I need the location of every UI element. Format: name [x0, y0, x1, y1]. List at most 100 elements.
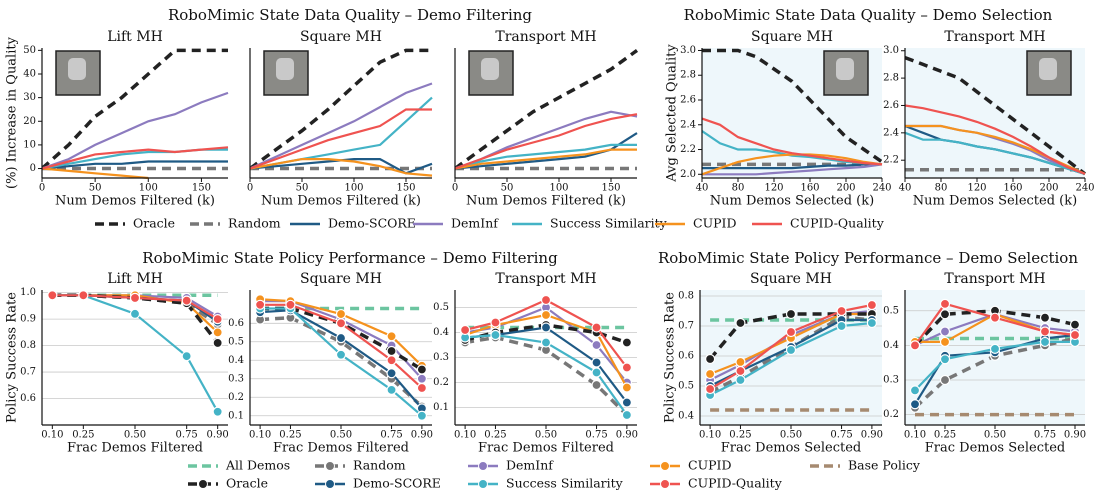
- point: [490, 317, 501, 328]
- point: [490, 329, 501, 341]
- plot-area: [702, 48, 883, 176]
- point: [1069, 329, 1081, 341]
- point: [836, 320, 847, 332]
- point: [909, 340, 921, 351]
- figure-title: RoboMimic State Policy Performance – Dem…: [142, 249, 558, 267]
- x-axis-label: Num Demos Filtered (k): [261, 194, 421, 209]
- point: [785, 326, 797, 338]
- series-line: [250, 158, 433, 177]
- legend-label: Demo-SCORE: [328, 216, 416, 231]
- plot-area: [42, 48, 229, 180]
- x-axis-label: Frac Demos Selected: [721, 441, 861, 456]
- legend-marker: [325, 479, 335, 489]
- point: [78, 290, 89, 301]
- thumbnail-robot: [276, 58, 294, 80]
- legend-label: Random: [228, 216, 281, 231]
- point: [181, 351, 192, 362]
- point: [591, 357, 602, 368]
- y-tick-label: 0.4: [678, 411, 694, 422]
- x-tick-label: 40: [899, 183, 912, 194]
- x-tick-label: 160: [1003, 183, 1022, 194]
- x-tick-label: 160: [800, 183, 819, 194]
- series-line: [905, 55, 1087, 176]
- x-tick-label: 0.90: [1064, 430, 1086, 441]
- point: [836, 305, 847, 317]
- x-tick-label: 0.90: [861, 430, 883, 441]
- legend-label: Success Similarity: [550, 216, 668, 231]
- x-tick-label: 200: [836, 183, 855, 194]
- x-tick-label: 0.50: [124, 430, 146, 441]
- legend-label: DemInf: [451, 216, 499, 231]
- y-tick-label: 1.0: [20, 287, 36, 298]
- point: [212, 337, 223, 349]
- y-tick-label: 0.3: [883, 375, 899, 386]
- y-tick-label: 0.1: [433, 402, 449, 413]
- x-tick-label: 0.90: [616, 430, 638, 441]
- point: [386, 384, 397, 395]
- y-tick-label: 0.4: [883, 340, 899, 351]
- y-tick-label: 2.6: [680, 95, 696, 106]
- y-axis-label: Policy Success Rate: [663, 292, 678, 423]
- y-tick-label: 0.5: [433, 302, 449, 313]
- point: [1069, 319, 1081, 330]
- point: [785, 308, 797, 320]
- plot-area: [455, 48, 639, 171]
- series-line: [905, 131, 1086, 175]
- figure-title: RoboMimic State Data Quality – Demo Sele…: [684, 6, 1053, 24]
- point: [47, 290, 58, 301]
- x-tick-label: 0.25: [72, 430, 94, 441]
- point: [335, 318, 347, 329]
- y-tick-label: 2.4: [680, 119, 696, 130]
- panel-title: Transport MH: [495, 271, 596, 287]
- point: [939, 374, 951, 386]
- legend-marker: [325, 461, 335, 471]
- x-axis-label: Frac Demos Selected: [925, 441, 1065, 456]
- series-line: [455, 143, 637, 170]
- series-line: [702, 117, 883, 166]
- point: [129, 292, 141, 304]
- point: [735, 374, 746, 386]
- x-tick-label: 0: [39, 183, 45, 194]
- plot-area: [255, 294, 427, 421]
- x-tick-label: 100: [139, 183, 158, 194]
- legend-label: CUPID-Quality: [688, 476, 783, 491]
- y-tick-label: 0.6: [678, 351, 694, 362]
- legend-label: All Demos: [225, 458, 290, 473]
- point: [1039, 336, 1051, 348]
- point: [212, 314, 223, 325]
- legend-label: CUPID-Quality: [790, 216, 885, 231]
- panel-title: Lift MH: [107, 29, 163, 45]
- series-line: [42, 146, 229, 170]
- point: [416, 382, 427, 394]
- point: [705, 368, 716, 380]
- x-tick-label: 0: [247, 183, 253, 194]
- x-tick-label: 0.50: [535, 430, 557, 441]
- y-tick-label: 0.2: [883, 409, 899, 420]
- x-tick-label: 240: [1075, 183, 1094, 194]
- legend-label: CUPID: [688, 458, 731, 473]
- series-line: [42, 160, 228, 170]
- x-tick-label: 0.90: [207, 430, 229, 441]
- point: [909, 385, 921, 396]
- x-tick-label: 150: [396, 183, 415, 194]
- point: [939, 309, 951, 320]
- panel-title: Square MH: [750, 271, 832, 287]
- y-axis-label: Policy Success Rate: [5, 292, 20, 423]
- y-tick-label: 40: [23, 69, 36, 80]
- figure-title: RoboMimic State Data Quality – Demo Filt…: [168, 6, 532, 24]
- point: [591, 367, 602, 378]
- point: [386, 345, 397, 357]
- x-tick-label: 0.50: [780, 430, 802, 441]
- point: [909, 399, 921, 410]
- x-tick-label: 120: [764, 183, 783, 194]
- point: [591, 379, 602, 391]
- x-tick-label: 80: [935, 183, 948, 194]
- x-tick-label: 100: [549, 183, 568, 194]
- x-tick-label: 50: [89, 183, 102, 194]
- x-tick-label: 0.75: [176, 430, 198, 441]
- x-tick-label: 0.10: [41, 430, 63, 441]
- point: [621, 337, 632, 348]
- series-line: [42, 91, 229, 170]
- x-axis-label: Frac Demos Filtered: [273, 441, 409, 456]
- y-tick-label: 2.4: [883, 127, 899, 138]
